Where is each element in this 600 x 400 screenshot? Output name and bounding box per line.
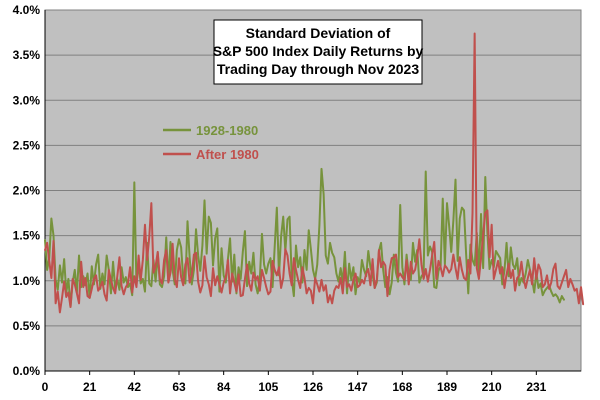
x-tick-label: 105 — [258, 380, 278, 394]
y-tick-label: 2.0% — [13, 184, 41, 198]
series-lines — [44, 32, 585, 314]
x-tick-label: 0 — [42, 380, 49, 394]
series-line-after-1980 — [44, 32, 585, 314]
chart-title-line-3: Trading Day through Nov 2023 — [217, 61, 419, 77]
chart-title-box: Standard Deviation of S&P 500 Index Dail… — [213, 19, 424, 85]
x-tick-label: 147 — [348, 380, 368, 394]
x-axis-tick-labels: 0 21 42 63 84 105 126 147 168 189 210 231 — [42, 380, 547, 394]
title-box-frame — [213, 19, 423, 85]
chart-title-line-1: Standard Deviation of — [246, 25, 391, 41]
legend: 1928-1980 After 1980 — [163, 123, 259, 162]
x-tick-label: 231 — [526, 380, 546, 394]
x-tick-label: 84 — [217, 380, 231, 394]
y-tick-label: 0.0% — [13, 364, 41, 378]
x-tick-label: 210 — [482, 380, 502, 394]
x-tick-label: 21 — [83, 380, 97, 394]
x-tick-label: 189 — [437, 380, 457, 394]
y-tick-label: 4.0% — [13, 3, 41, 17]
x-tick-label: 168 — [392, 380, 412, 394]
y-tick-label: 1.5% — [13, 229, 41, 243]
y-axis-tick-labels: 0.0% 0.5% 1.0% 1.5% 2.0% 2.5% 3.0% 3.5% 4.0% — [13, 3, 41, 378]
x-tick-label: 63 — [172, 380, 186, 394]
legend-label-1928-1980: 1928-1980 — [196, 123, 258, 138]
y-tick-label: 2.5% — [13, 138, 41, 152]
axes — [44, 9, 582, 375]
y-tick-label: 3.5% — [13, 48, 41, 62]
y-tick-label: 3.0% — [13, 93, 41, 107]
y-tick-label: 0.5% — [13, 319, 41, 333]
y-tick-label: 1.0% — [13, 274, 41, 288]
x-tick-label: 126 — [303, 380, 323, 394]
chart-title-line-2: S&P 500 Index Daily Returns by — [213, 43, 424, 59]
legend-label-after-1980: After 1980 — [196, 147, 259, 162]
x-tick-label: 42 — [128, 380, 142, 394]
